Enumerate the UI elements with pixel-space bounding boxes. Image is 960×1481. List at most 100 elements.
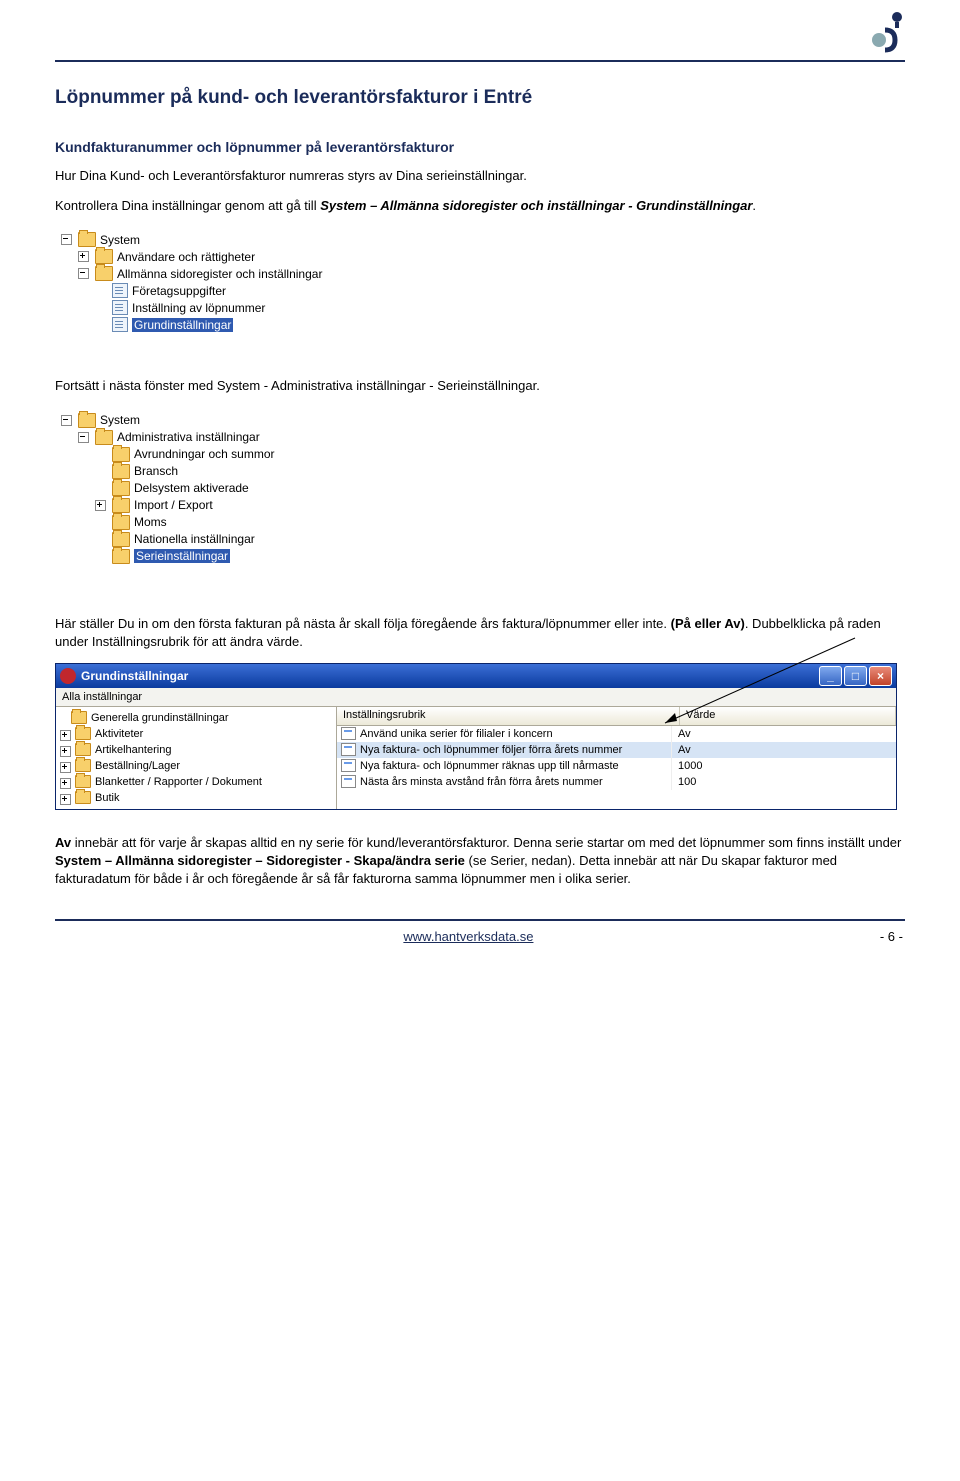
col-header-1[interactable]: Inställningsrubrik <box>337 707 680 725</box>
paragraph-2: Kontrollera Dina inställningar genom att… <box>55 197 905 215</box>
tree-item-label: Användare och rättigheter <box>117 250 255 264</box>
logo <box>871 10 905 54</box>
window-min-button[interactable]: _ <box>819 666 842 686</box>
sidebar-item-label: Blanketter / Rapporter / Dokument <box>95 776 262 788</box>
tree-item[interactable]: System <box>61 231 322 248</box>
tree-item[interactable]: System <box>61 412 275 429</box>
tree-item[interactable]: Bransch <box>61 463 275 480</box>
window-titlebar: Grundinställningar _ □ × <box>56 664 896 688</box>
row-icon <box>341 743 356 756</box>
sidebar-item-label: Artikelhantering <box>95 744 171 756</box>
window-main: Inställningsrubrik Värde Använd unika se… <box>337 707 896 809</box>
row-value: Av <box>672 726 896 742</box>
page-subheading: Kundfakturanummer och löpnummer på lever… <box>55 139 905 155</box>
page-heading: Löpnummer på kund- och leverantörsfaktur… <box>55 87 905 109</box>
tree-item[interactable]: Nationella inställningar <box>61 531 275 548</box>
tree-screenshot-1: System Användare och rättigheter Allmänna … <box>55 227 328 339</box>
sidebar-item[interactable]: Artikelhantering <box>56 742 336 758</box>
page-footer: www.hantverksdata.se - 6 - <box>55 929 905 944</box>
folder-icon <box>112 481 130 496</box>
sidebar-item[interactable]: Aktiviteter <box>56 726 336 742</box>
table-row[interactable]: Nya faktura- och löpnummer följer förra … <box>337 742 896 758</box>
sidebar-item-label: Aktiviteter <box>95 728 143 740</box>
folder-icon <box>95 266 113 281</box>
folder-icon <box>75 791 91 804</box>
folder-icon <box>112 515 130 530</box>
tree-item[interactable]: Grundinställningar <box>61 316 322 333</box>
sidebar-item-label: Generella grundinställningar <box>91 712 229 724</box>
folder-icon <box>112 447 130 462</box>
tree-item-label: System <box>100 413 140 427</box>
paragraph-3: Fortsätt i nästa fönster med System - Ad… <box>55 377 905 395</box>
tree-item[interactable]: Företagsuppgifter <box>61 282 322 299</box>
folder-icon <box>112 464 130 479</box>
footer-page-number: - 6 - <box>880 929 903 944</box>
row-value: Av <box>672 742 896 758</box>
folder-icon <box>75 759 91 772</box>
tree-item-label: Serieinställningar <box>134 549 230 563</box>
rule-bottom <box>55 919 905 921</box>
row-icon <box>341 759 356 772</box>
folder-icon <box>95 249 113 264</box>
table-row[interactable]: Nya faktura- och löpnummer räknas upp ti… <box>337 758 896 774</box>
tree-item-label: Allmänna sidoregister och inställningar <box>117 267 322 281</box>
row-label: Nya faktura- och löpnummer följer förra … <box>360 744 622 756</box>
tree-item[interactable]: Inställning av löpnummer <box>61 299 322 316</box>
tree-item[interactable]: Serieinställningar <box>61 548 275 565</box>
paragraph-4: Här ställer Du in om den första fakturan… <box>55 615 905 651</box>
tree-item[interactable]: Avrundningar och summor <box>61 446 275 463</box>
window-screenshot: Grundinställningar _ □ × Alla inställnin… <box>55 663 905 810</box>
row-label: Nästa års minsta avstånd från förra året… <box>360 776 603 788</box>
tree-item-label: Företagsuppgifter <box>132 284 226 298</box>
file-icon <box>112 283 128 298</box>
tree-item-label: Administrativa inställningar <box>117 430 260 444</box>
paragraph-1: Hur Dina Kund- och Leverantörsfakturor n… <box>55 167 905 185</box>
window-close-button[interactable]: × <box>869 666 892 686</box>
row-icon <box>341 775 356 788</box>
tree-item[interactable]: Import / Export <box>61 497 275 514</box>
tree-item[interactable]: Delsystem aktiverade <box>61 480 275 497</box>
tree-item-label: Moms <box>134 515 167 529</box>
folder-icon <box>71 711 87 724</box>
row-label: Använd unika serier för filialer i konce… <box>360 728 553 740</box>
folder-icon <box>78 232 96 247</box>
tree-item-label: Bransch <box>134 464 178 478</box>
folder-icon <box>75 743 91 756</box>
paragraph-5: Av innebär att för varje år skapas allti… <box>55 834 905 889</box>
window-tab[interactable]: Alla inställningar <box>56 688 896 707</box>
folder-icon <box>75 775 91 788</box>
tree-item-label: System <box>100 233 140 247</box>
sidebar-item-label: Butik <box>95 792 119 804</box>
sidebar-item[interactable]: Beställning/Lager <box>56 758 336 774</box>
tree-item-label: Import / Export <box>134 498 213 512</box>
sidebar-item[interactable]: Generella grundinställningar <box>56 710 336 726</box>
row-label: Nya faktura- och löpnummer räknas upp ti… <box>360 760 619 772</box>
sidebar-item[interactable]: Butik <box>56 790 336 806</box>
tree-item-label: Avrundningar och summor <box>134 447 275 461</box>
tree-item[interactable]: Administrativa inställningar <box>61 429 275 446</box>
file-icon <box>112 300 128 315</box>
sidebar-item-label: Beställning/Lager <box>95 760 180 772</box>
tree-item-label: Delsystem aktiverade <box>134 481 249 495</box>
footer-url[interactable]: www.hantverksdata.se <box>403 929 533 944</box>
col-header-2[interactable]: Värde <box>680 707 896 725</box>
row-value: 1000 <box>672 758 896 774</box>
table-row[interactable]: Använd unika serier för filialer i konce… <box>337 726 896 742</box>
window-sidebar: Generella grundinställningar Aktiviteter A… <box>56 707 337 809</box>
row-value: 100 <box>672 774 896 790</box>
sidebar-item[interactable]: Blanketter / Rapporter / Dokument <box>56 774 336 790</box>
folder-icon <box>78 413 96 428</box>
folder-icon <box>95 430 113 445</box>
tree-screenshot-2: System Administrativa inställningar Avrund… <box>55 408 281 571</box>
folder-icon <box>75 727 91 740</box>
window-title: Grundinställningar <box>81 669 819 683</box>
tree-item-label: Inställning av löpnummer <box>132 301 265 315</box>
tree-item[interactable]: Allmänna sidoregister och inställningar <box>61 265 322 282</box>
table-row[interactable]: Nästa års minsta avstånd från förra året… <box>337 774 896 790</box>
tree-item[interactable]: Moms <box>61 514 275 531</box>
table-header: Inställningsrubrik Värde <box>337 707 896 726</box>
folder-icon <box>112 549 130 564</box>
window-max-button[interactable]: □ <box>844 666 867 686</box>
window-app-icon <box>60 668 76 684</box>
tree-item[interactable]: Användare och rättigheter <box>61 248 322 265</box>
